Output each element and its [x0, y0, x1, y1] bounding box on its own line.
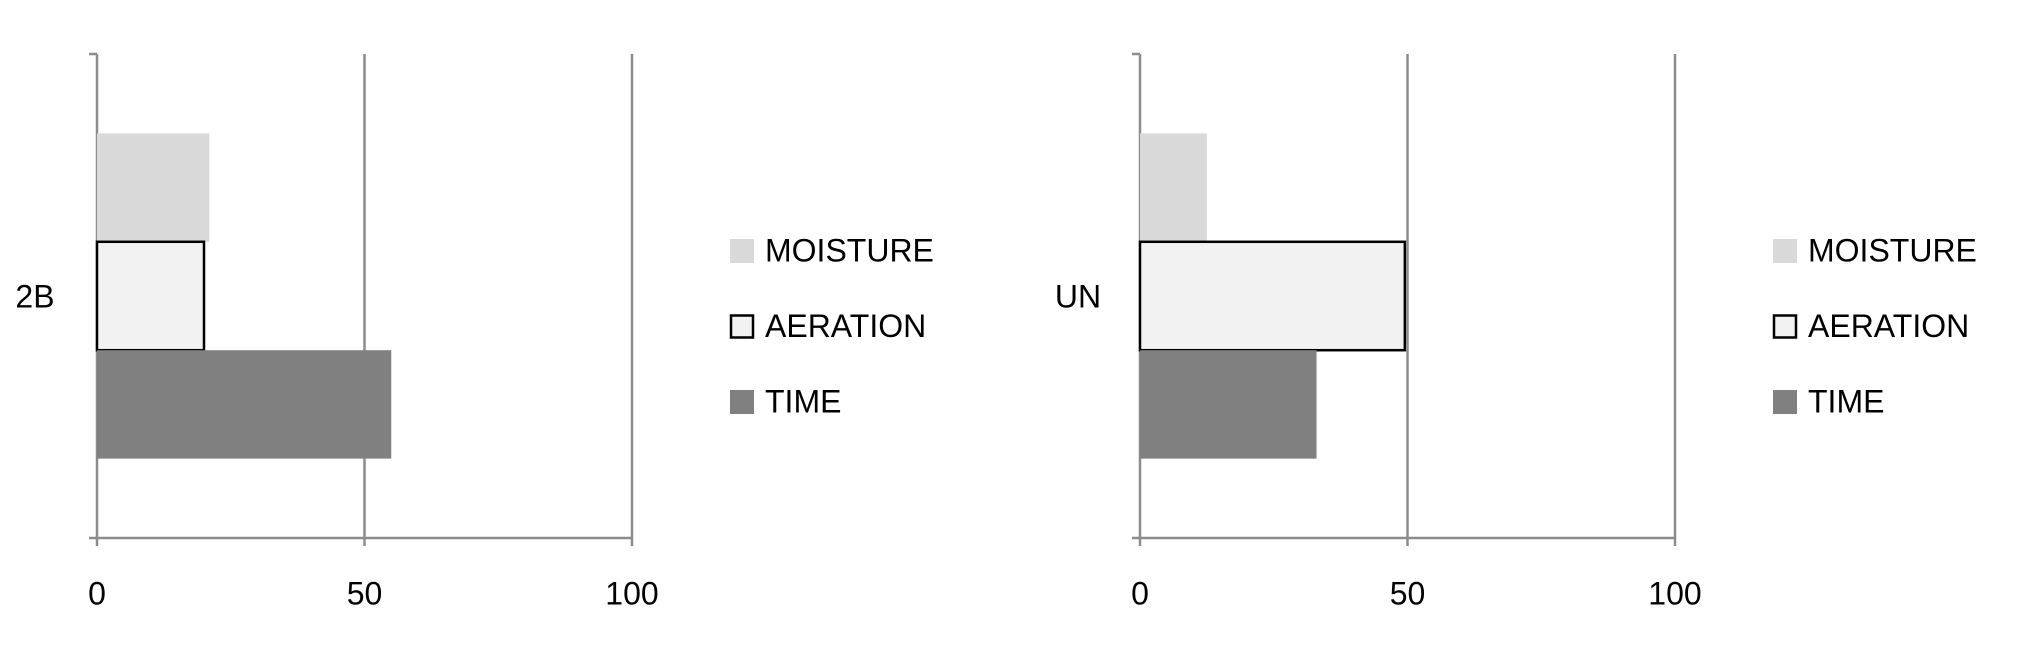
bar	[1140, 350, 1317, 459]
legend-label: AERATION	[1808, 308, 1969, 344]
y-tick-label: 2B	[15, 278, 54, 314]
x-tick-label: 100	[605, 575, 658, 611]
legend-label: TIME	[765, 383, 841, 419]
x-tick-label: 0	[88, 575, 106, 611]
legend-swatch	[730, 239, 754, 263]
legend-swatch	[1773, 390, 1797, 414]
x-tick-label: 100	[1648, 575, 1701, 611]
bar	[95, 240, 206, 352]
legend-label: MOISTURE	[765, 232, 934, 268]
legend-swatch	[1772, 314, 1798, 339]
bar	[97, 133, 210, 242]
y-tick-label: UN	[1055, 278, 1101, 314]
legend-swatch	[729, 314, 755, 339]
x-tick-label: 0	[1131, 575, 1149, 611]
legend-swatch	[1773, 239, 1797, 263]
legend-label: AERATION	[765, 308, 926, 344]
bar	[1138, 240, 1407, 352]
x-tick-label: 50	[347, 575, 383, 611]
legend-swatch	[730, 390, 754, 414]
legend-label: MOISTURE	[1808, 232, 1977, 268]
bar	[97, 350, 392, 459]
x-tick-label: 50	[1390, 575, 1426, 611]
legend-label: TIME	[1808, 383, 1884, 419]
bar	[1140, 133, 1207, 242]
